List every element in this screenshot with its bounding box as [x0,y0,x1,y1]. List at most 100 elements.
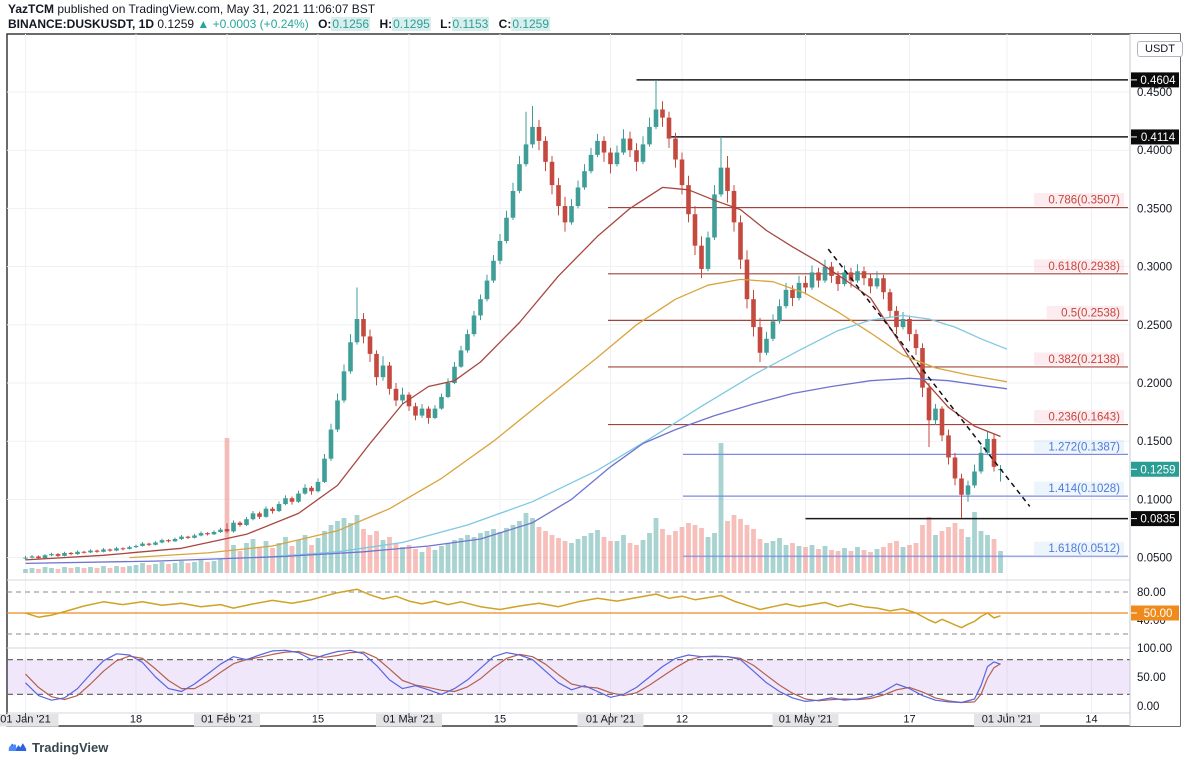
volume-bar [29,568,35,573]
symbol-label[interactable]: BINANCE:DUSKUSDT, 1D [8,17,155,31]
candle-body [94,550,100,552]
volume-bar [68,568,74,573]
fib-label: 0.236(0.1643) [1048,412,1120,424]
price-tick-label: 0.3500 [1137,203,1172,215]
volume-bar [452,540,457,573]
volume-bar [855,547,860,573]
candle-body [426,408,431,418]
tradingview-brand[interactable]: TradingView [8,740,108,755]
volume-bar [998,551,1003,573]
volume-bar [796,546,802,573]
candle-body [406,394,412,407]
volume-layer [23,438,1003,573]
candle-body [991,438,997,467]
candle-body [55,554,61,556]
currency-toggle-button[interactable]: USDT [1137,41,1183,57]
levels-layer [608,79,1128,557]
price-axis[interactable]: 0.4500 0.4000 0.3500 0.3000 0.2500 0.2000 0.15… [1129,34,1180,726]
volume-bar [621,535,626,573]
price-level-badge-bg [1131,72,1179,88]
volume-bar [348,523,353,573]
candle-body [81,551,87,553]
volume-bar [978,531,984,573]
descending-trendline[interactable] [827,248,1031,507]
candle-body [322,458,327,482]
price-level-badge-bg [1131,511,1179,527]
volume-bar [484,531,490,573]
candle-body [666,117,672,139]
candle-body [543,140,548,162]
high-value: 0.1295 [392,17,431,31]
price-tick-label: 0.1500 [1137,436,1172,448]
candle-body [328,429,334,459]
candle-body [809,272,815,288]
candle-body [907,318,912,335]
candle-body [679,159,685,186]
time-axis[interactable]: 01 Jan '21 18 01 Feb '21 15 01 Mar '21 15 01 A… [0,713,1098,727]
volume-bar [36,569,41,573]
volume-bar [309,545,314,573]
volume-bar [283,537,288,573]
volume-bar [959,529,964,573]
candle-body [205,533,210,535]
volume-bar [972,512,977,573]
volume-bar [887,543,893,573]
volume-bar [946,527,951,573]
volume-bar [829,550,834,573]
candle-body [393,388,399,401]
fib-label: 0.786(0.3507) [1048,195,1120,207]
volume-bar [289,546,295,573]
volume-bar [549,535,555,573]
volume-bar [211,561,217,573]
volume-bar [205,562,210,573]
candle-body [276,504,282,512]
candle-body [660,109,665,118]
candle-body [614,152,620,165]
volume-bar [913,543,919,573]
candle-body [244,519,249,526]
fib-label-bg [1034,541,1124,555]
volume-bar [276,543,282,573]
candle-body [556,185,561,207]
candle-body [361,318,366,337]
candle-body [250,513,256,520]
volume-bar [172,563,178,573]
volume-bar [874,549,880,573]
candle-body [933,408,938,421]
volume-bar [185,563,191,573]
candle-body [939,408,945,436]
volume-bar [770,541,776,573]
candle-body [211,531,217,535]
time-tick-label: 18 [130,714,142,726]
candle-body [315,481,321,492]
last-price: 0.1259 [157,17,195,31]
volume-bar [497,532,503,573]
volume-bar [153,564,158,573]
fib-label-bg [1034,193,1124,207]
price-level-badge: 0.4114 [1141,132,1176,144]
candle-body [900,318,906,328]
volume-bar [790,543,795,573]
time-tick-label: 01 May '21 [779,714,832,726]
candle-body [36,556,41,559]
volume-bar [783,545,789,573]
volume-bar [49,568,54,573]
rsi-tick-label: 80.00 [1137,587,1166,599]
volume-bar [861,550,867,573]
candle-body [335,400,340,430]
candle-body [881,278,886,293]
volume-bar [582,536,587,573]
candle-body [738,222,743,260]
fib-label: 1.414(0.1028) [1048,483,1120,495]
volume-bar [517,521,522,573]
candle-body [159,540,165,543]
candle-body [816,272,821,281]
volume-bar [894,541,899,573]
candle-body [497,240,503,261]
candle-body [354,318,360,343]
candle-body [283,498,288,505]
candle-body [627,138,633,151]
volume-bar [627,543,633,573]
